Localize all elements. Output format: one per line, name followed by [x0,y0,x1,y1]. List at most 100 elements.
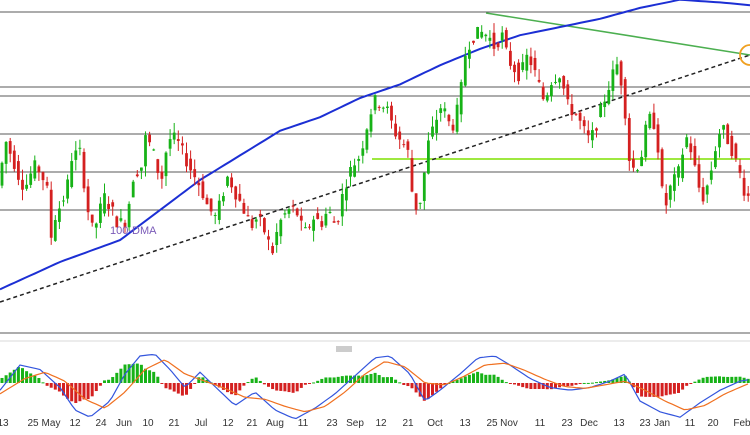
histogram-bar-167 [685,383,689,386]
signal-line [0,359,749,413]
histogram-bar-124 [508,383,512,384]
candle-164 [673,167,676,202]
candle-70 [287,207,291,219]
candle-118 [484,33,488,42]
histogram-bar-13 [53,383,57,390]
dma-line [0,0,750,291]
candle-4 [17,154,20,186]
falling-trendline [485,12,750,56]
candle-86 [353,158,356,178]
candle-168 [689,136,693,160]
histogram-bar-155 [636,383,639,393]
histogram-bar-152 [623,375,627,383]
candle-69 [283,209,287,219]
candle-107 [439,104,443,122]
candle-66 [271,242,274,255]
candle-33 [135,170,139,178]
candle-2 [8,137,12,163]
histogram-bar-139 [570,383,574,386]
histogram-bar-171 [701,377,705,383]
candle-68 [279,218,283,244]
histogram-bar-21 [86,383,90,400]
candle-119 [488,30,492,49]
candle-176 [722,124,725,139]
x-tick-label-12: 11 [298,418,309,429]
x-tick-label-21: 11 [535,418,546,429]
candle-94 [386,101,389,114]
candle-87 [357,155,361,172]
candle-24 [99,197,102,229]
x-tick-label-5: Jun [116,418,132,429]
candle-166 [681,148,684,182]
candle-150 [615,56,619,76]
candle-131 [537,69,541,84]
histogram-bar-113 [463,376,467,383]
x-tick-label-0: 13 [0,418,9,429]
candle-129 [529,47,533,74]
histogram-bar-165 [677,383,680,393]
candle-84 [345,179,348,212]
candle-96 [394,115,397,140]
histogram-bar-70 [287,383,291,393]
x-tick-label-1: 25 [27,418,39,429]
x-tick-label-4: 24 [95,418,107,429]
candle-59 [242,198,246,214]
candle-144 [591,122,594,148]
candle-81 [332,216,336,223]
histogram-bar-27 [111,377,115,383]
histogram-bar-20 [82,383,86,400]
candle-11 [45,176,49,189]
histogram-bar-144 [590,382,594,384]
candle-117 [480,25,484,39]
candle-180 [738,159,742,179]
x-tick-label-22: 23 [561,418,573,429]
candle-39 [160,165,164,189]
histogram-bar-4 [16,367,20,383]
histogram-bar-47 [193,383,197,384]
histogram-bar-64 [262,383,266,385]
pane-divider-handle[interactable] [336,346,352,352]
histogram-bar-46 [189,383,193,389]
candle-92 [377,105,381,112]
histogram-bar-125 [513,383,516,385]
candle-9 [37,164,41,181]
histogram-bar-169 [693,381,697,383]
candle-179 [734,142,738,162]
candle-151 [619,59,623,95]
histogram-bar-9 [37,378,41,383]
histogram-bar-3 [12,369,16,383]
histogram-bar-42 [172,383,176,392]
candle-145 [595,127,598,138]
candle-13 [53,215,57,242]
histogram-bar-115 [472,373,475,383]
histogram-bar-123 [504,382,508,384]
candle-71 [291,199,295,213]
candle-17 [70,152,74,189]
candle-146 [599,101,602,118]
candle-40 [164,151,168,186]
candle-60 [246,205,250,217]
histogram-bar-111 [455,379,459,383]
histogram-bar-23 [94,383,98,392]
candlestick-series [0,23,750,255]
candle-95 [390,101,393,129]
histogram-bar-138 [566,383,570,387]
candle-80 [328,206,332,214]
candle-78 [320,215,324,231]
histogram-bar-53 [217,383,221,388]
candle-20 [82,148,86,193]
x-tick-label-8: Jul [195,418,208,429]
candle-137 [562,75,566,96]
x-tick-label-11: Aug [266,418,284,429]
x-tick-label-13: 23 [326,418,338,429]
candle-50 [205,194,209,205]
candle-64 [263,217,266,235]
histogram-bar-176 [722,376,726,383]
candle-160 [656,118,660,160]
candle-32 [131,179,135,198]
histogram-bar-131 [537,383,541,390]
histogram-bar-41 [168,383,172,390]
candle-156 [640,150,643,167]
x-tick-label-29: Feb [733,418,750,429]
